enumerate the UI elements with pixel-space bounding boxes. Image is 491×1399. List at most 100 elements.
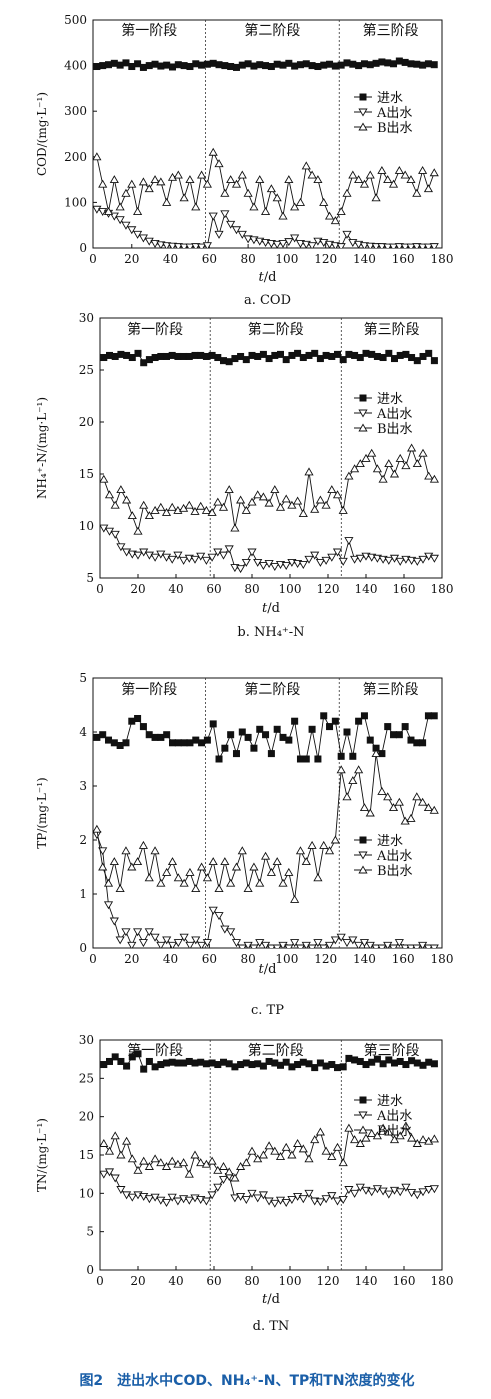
data-point	[167, 1193, 177, 1202]
data-point	[162, 197, 172, 206]
data-point	[221, 62, 229, 70]
data-point	[301, 857, 311, 866]
data-point	[284, 238, 294, 247]
data-point	[281, 562, 291, 571]
data-point	[310, 1135, 320, 1144]
data-point	[121, 221, 131, 230]
data-point	[321, 1195, 331, 1204]
data-point	[355, 554, 365, 563]
data-point	[150, 846, 160, 855]
legend-label: 进水	[377, 91, 403, 106]
data-point	[106, 1057, 114, 1065]
data-point	[256, 61, 264, 69]
data-point	[418, 165, 428, 174]
data-point	[139, 1156, 149, 1165]
y-tick-label: 200	[64, 150, 87, 164]
data-point	[313, 175, 323, 184]
data-point	[359, 242, 370, 248]
chart-caption: b. NH₄⁺-N	[237, 625, 304, 640]
data-point	[179, 878, 189, 887]
data-point	[238, 728, 246, 736]
legend-marker	[359, 836, 367, 844]
data-point	[336, 207, 346, 215]
data-point	[401, 1121, 411, 1130]
data-point	[241, 505, 251, 514]
legend-marker	[359, 93, 367, 101]
data-point	[237, 846, 247, 855]
data-point	[196, 1158, 206, 1167]
data-point	[423, 803, 434, 812]
data-point	[348, 776, 358, 785]
data-point	[218, 1176, 229, 1185]
data-point	[302, 755, 310, 763]
data-point	[236, 1161, 246, 1170]
data-point	[298, 1195, 308, 1204]
data-point	[196, 170, 207, 179]
data-point	[144, 1195, 154, 1204]
data-point	[238, 61, 246, 69]
chart-0: 第一阶段 第二阶段 第三阶段 0 20 40 60 80 100 120 140 160 180 0 100…	[35, 13, 453, 308]
data-point	[161, 1199, 172, 1208]
data-point	[214, 159, 224, 168]
data-point	[315, 1198, 325, 1207]
data-point	[145, 62, 153, 70]
data-point	[231, 179, 242, 188]
stage-label: 第三阶段	[364, 1042, 420, 1059]
data-point	[330, 835, 340, 844]
data-point	[191, 936, 201, 945]
data-point	[227, 731, 235, 739]
data-point	[224, 485, 234, 494]
data-point	[384, 59, 392, 67]
data-point	[285, 736, 293, 744]
data-point	[259, 350, 267, 358]
data-point	[98, 862, 108, 871]
data-point	[360, 60, 368, 68]
data-point	[296, 755, 304, 763]
data-point	[186, 739, 194, 747]
data-point	[424, 1136, 434, 1145]
data-point	[215, 61, 223, 69]
y-axis-label: NH₄⁺-N/(mg·L⁻¹)	[35, 397, 49, 499]
data-point	[336, 765, 346, 774]
plot-frame	[99, 1039, 443, 1271]
data-point	[372, 1131, 382, 1140]
x-tick-label: 140	[353, 252, 376, 266]
data-point	[144, 873, 154, 882]
data-point	[231, 939, 242, 948]
data-point	[236, 495, 246, 504]
data-point	[121, 188, 131, 197]
data-point	[115, 216, 125, 225]
data-point	[250, 744, 258, 752]
data-point	[207, 1191, 217, 1200]
data-point	[295, 197, 306, 206]
data-point	[110, 500, 120, 509]
data-point	[163, 731, 171, 739]
data-point	[231, 226, 242, 235]
data-point	[196, 552, 206, 561]
data-point	[384, 723, 392, 731]
data-point	[93, 63, 101, 71]
data-point	[258, 562, 268, 571]
data-point	[100, 1170, 109, 1179]
data-point	[284, 175, 294, 184]
data-point	[167, 502, 177, 511]
data-point	[319, 944, 329, 948]
data-point	[264, 1141, 274, 1150]
data-point	[343, 59, 351, 67]
data-point	[384, 459, 394, 468]
data-point	[213, 497, 223, 506]
data-point	[185, 243, 195, 248]
data-point	[185, 867, 195, 876]
data-point	[319, 840, 329, 849]
data-point	[400, 944, 410, 948]
data-point	[116, 543, 126, 552]
x-tick-label: 100	[275, 952, 298, 966]
data-point	[344, 471, 354, 480]
data-point	[110, 739, 118, 747]
data-point	[241, 558, 251, 567]
data-point	[230, 1173, 240, 1182]
data-point	[105, 61, 113, 69]
data-point	[354, 941, 364, 948]
data-point	[110, 530, 120, 539]
data-point	[424, 471, 434, 480]
